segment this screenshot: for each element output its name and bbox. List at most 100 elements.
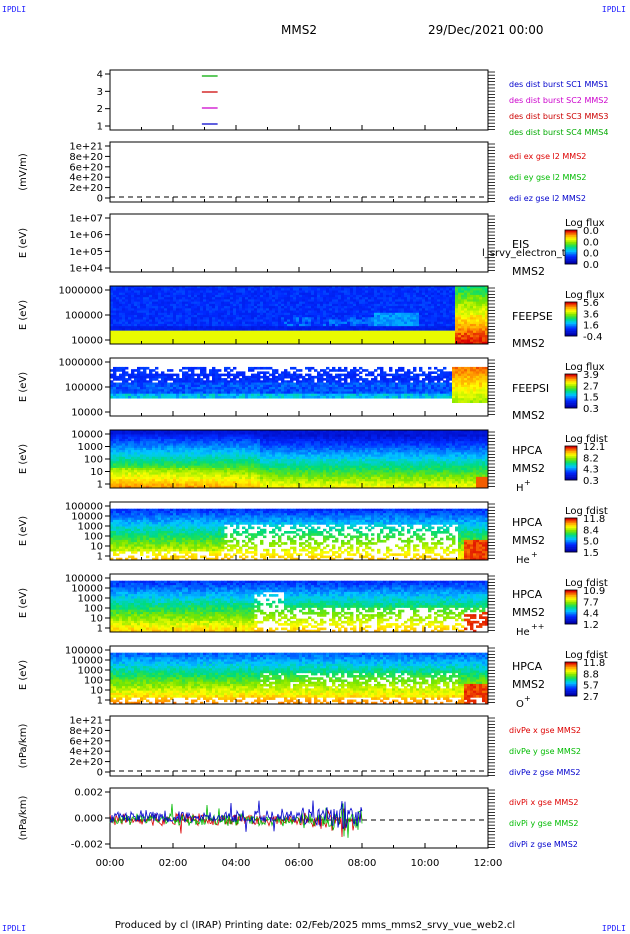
heatmap-cell bbox=[125, 292, 129, 296]
heatmap-cell bbox=[206, 290, 210, 294]
heatmap-cell bbox=[290, 315, 294, 318]
heatmap-cell bbox=[362, 323, 366, 327]
colorbar-segment bbox=[565, 238, 577, 241]
heatmap-cell bbox=[347, 299, 351, 303]
heatmap-cell bbox=[281, 299, 285, 303]
heatmap-cell bbox=[308, 341, 312, 345]
heatmap-cell bbox=[455, 299, 459, 303]
heatmap-cell bbox=[323, 328, 327, 332]
heatmap-cell bbox=[176, 326, 180, 329]
heatmap-cell bbox=[134, 321, 138, 325]
heatmap-cell bbox=[344, 319, 348, 323]
heatmap-cell bbox=[296, 328, 300, 332]
heatmap-cell bbox=[329, 335, 333, 338]
heatmap-cell bbox=[443, 299, 447, 303]
heatmap-cell bbox=[419, 395, 423, 399]
heatmap-cell bbox=[452, 299, 456, 303]
heatmap-cell bbox=[266, 321, 270, 325]
heatmap-cell bbox=[368, 288, 372, 291]
heatmap-cell bbox=[290, 341, 294, 345]
heatmap-cell bbox=[167, 341, 171, 345]
heatmap-cell bbox=[287, 371, 291, 375]
heatmap-cell bbox=[182, 288, 186, 291]
heatmap-cell bbox=[194, 317, 198, 320]
heatmap-cell bbox=[425, 335, 429, 338]
heatmap-cell bbox=[419, 308, 423, 311]
heatmap-cell bbox=[377, 328, 381, 332]
heatmap-cell bbox=[410, 306, 414, 309]
heatmap-cell bbox=[374, 292, 378, 296]
heatmap-cell bbox=[251, 332, 255, 336]
heatmap-cell bbox=[338, 330, 342, 334]
heatmap-cell bbox=[398, 308, 402, 311]
heatmap-cell bbox=[257, 332, 261, 336]
heatmap-cell bbox=[446, 306, 450, 309]
heatmap-cell bbox=[383, 292, 387, 296]
heatmap-cell bbox=[476, 371, 480, 375]
heatmap-cell bbox=[329, 303, 333, 307]
heatmap-cell bbox=[350, 297, 354, 300]
heatmap-cell bbox=[251, 337, 255, 340]
heatmap-cell bbox=[161, 323, 165, 327]
heatmap-cell bbox=[176, 323, 180, 327]
heatmap-cell bbox=[317, 297, 321, 300]
heatmap-cell bbox=[392, 292, 396, 296]
heatmap-cell bbox=[434, 310, 438, 314]
legend-entry: des dist burst SC2 MMS2 bbox=[509, 96, 608, 105]
heatmap-cell bbox=[443, 335, 447, 338]
heatmap-cell bbox=[281, 341, 285, 345]
heatmap-cell bbox=[212, 315, 216, 318]
heatmap-cell bbox=[302, 332, 306, 336]
heatmap-cell bbox=[158, 310, 162, 314]
heatmap-cell bbox=[359, 288, 363, 291]
heatmap-cell bbox=[233, 308, 237, 311]
heatmap-cell bbox=[167, 337, 171, 340]
y-tick-label: 8e+20 bbox=[69, 152, 103, 163]
heatmap-cell bbox=[377, 310, 381, 314]
heatmap-cell bbox=[419, 299, 423, 303]
heatmap-cell bbox=[137, 286, 141, 289]
heatmap-cell bbox=[446, 341, 450, 345]
heatmap-cell bbox=[146, 303, 150, 307]
heatmap-cell bbox=[344, 286, 348, 289]
heatmap-cell bbox=[275, 328, 279, 332]
heatmap-cell bbox=[467, 297, 471, 300]
heatmap-cell bbox=[368, 290, 372, 294]
heatmap-cell bbox=[305, 299, 309, 303]
heatmap-cell bbox=[152, 317, 156, 320]
heatmap-cell bbox=[167, 288, 171, 291]
heatmap-cell bbox=[116, 317, 120, 320]
heatmap-cell bbox=[113, 330, 117, 334]
y-tick-label: 1000000 bbox=[58, 286, 103, 297]
heatmap-cell bbox=[182, 299, 186, 303]
heatmap-cell bbox=[131, 297, 135, 300]
heatmap-cell bbox=[140, 326, 144, 329]
heatmap-cell bbox=[383, 303, 387, 307]
heatmap-cell bbox=[152, 335, 156, 338]
heatmap-cell bbox=[227, 366, 231, 370]
heatmap-cell bbox=[149, 371, 153, 375]
heatmap-cell bbox=[425, 330, 429, 334]
heatmap-cell bbox=[161, 312, 165, 316]
heatmap-cell bbox=[359, 339, 363, 343]
heatmap-cell bbox=[140, 321, 144, 325]
corner-label-top-right: IPDLI bbox=[601, 5, 626, 14]
heatmap-cell bbox=[377, 395, 381, 399]
heatmap-cell bbox=[401, 369, 405, 372]
heatmap-cell bbox=[446, 371, 450, 375]
heatmap-cell bbox=[119, 326, 123, 329]
heatmap-cell bbox=[173, 308, 177, 311]
heatmap-cell bbox=[140, 286, 144, 289]
heatmap-cell bbox=[245, 308, 249, 311]
heatmap-cell bbox=[344, 301, 348, 305]
heatmap-cell bbox=[284, 339, 288, 343]
heatmap-cell bbox=[443, 312, 447, 316]
heatmap-cell bbox=[413, 310, 417, 314]
heatmap-cell bbox=[356, 294, 360, 298]
heatmap-cell bbox=[113, 290, 117, 294]
heatmap-cell bbox=[260, 317, 264, 320]
heatmap-cell bbox=[230, 319, 234, 323]
heatmap-cell bbox=[398, 286, 402, 289]
heatmap-cell bbox=[329, 339, 333, 343]
heatmap-cell bbox=[284, 308, 288, 311]
